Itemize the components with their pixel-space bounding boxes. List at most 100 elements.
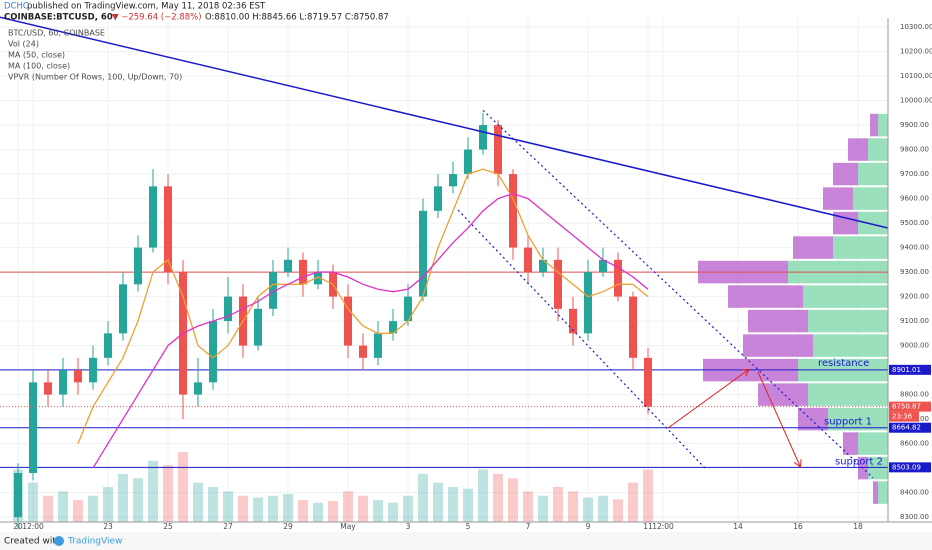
level-tag: 8901.01 [892,366,921,374]
trendline [482,109,874,479]
x-tick-label: 23 [103,522,113,531]
x-tick-label: 11 [643,522,653,531]
vpvr-down [848,138,868,161]
volume-bar [448,487,458,522]
candle-body [14,472,22,518]
candle-body [404,296,412,322]
legend-title: BTC/USD, 60, COINBASE [8,29,105,38]
level-tag: 8503.09 [892,463,921,471]
volume-bar [223,491,233,522]
legend-vpvr: VPVR (Number Of Rows, 100, Up/Down, 70) [8,73,182,82]
vpvr-up [813,334,888,357]
countdown: 23:36 [892,413,913,421]
logo [54,536,64,546]
x-tick-label: 18 [853,522,863,531]
change: ▼ −259.64 (−2.88%) [112,13,202,23]
y-tick-label: 9400.00 [900,244,929,252]
vpvr-up [853,187,888,210]
x-tick-label: 14 [733,522,743,531]
candle-body [479,125,487,150]
volume-bar [28,482,38,522]
volume-bar [403,495,413,522]
volume-bar [58,491,68,522]
footer-brand[interactable]: TradingView [67,537,122,547]
y-tick-label: 9900.00 [900,121,929,129]
y-tick-label: 10100.00 [900,72,932,80]
legend-ma: MA (50, close) [8,51,65,60]
x-tick-label: 27 [223,522,233,531]
x-tick-label: 5 [466,522,471,531]
volume-bar [508,478,518,522]
volume-bar [358,495,368,522]
candle-body [194,382,202,395]
x-tick-label: 12:00 [652,522,674,531]
volume-bar [118,473,128,522]
candle-body [389,321,397,334]
y-tick-label: 9800.00 [900,146,929,154]
trendline [457,209,706,469]
vpvr-down [873,481,878,504]
ohlc: O:8810.00 H:8845.66 L:8719.57 C:8750.87 [205,13,389,23]
y-tick-label: 9700.00 [900,170,929,178]
vpvr-down [833,211,858,235]
vpvr-up [858,211,888,235]
volume-bar [373,500,383,522]
candle-body [149,186,157,248]
candle-body [584,272,592,334]
volume-bar [493,473,503,522]
candle-body [224,296,232,322]
author: DCHC [4,2,29,12]
vpvr-up [803,285,888,308]
candle-body [59,370,67,395]
candle-body [284,259,292,273]
y-tick-label: 10000.00 [900,97,932,105]
candle-body [464,149,472,175]
vpvr-up [858,162,888,186]
vpvr-up [878,481,888,504]
candle-body [44,382,52,395]
candle-body [434,186,442,211]
vpvr-down [748,309,808,333]
candle-body [374,333,382,358]
volume-bar [208,487,218,522]
x-tick-label: 9 [586,522,591,531]
vpvr-up [878,113,888,137]
candle-body [554,259,562,309]
y-tick-label: 9200.00 [900,293,929,301]
candle-body [599,259,607,273]
volume-bar [478,469,488,522]
candle-body [89,357,97,383]
volume-bar [163,465,173,522]
volume-bar [523,491,533,522]
volume-bar [283,494,293,522]
candle-body [569,308,577,334]
published: published on TradingView.com, May 11, 20… [27,2,266,12]
candle-body [524,247,532,273]
y-tick-label: 9100.00 [900,317,929,325]
candle-body [494,125,502,175]
volume-bar [538,495,548,522]
vpvr-down [793,236,833,259]
volume-bar [178,452,188,522]
candle-body [299,259,307,285]
ma-line [77,168,649,444]
volume-bar [553,487,563,522]
price-tag: 8750.87 [892,403,921,411]
volume-bar [418,473,428,522]
vpvr-up [808,383,888,406]
volume-bar [133,478,143,522]
arrow [757,371,800,466]
vpvr-down [833,162,858,186]
candle-body [509,174,517,248]
vpvr-down [798,407,828,431]
arrow [667,370,748,429]
candle-body [644,357,652,407]
y-tick-label: 8300.00 [900,513,929,521]
level-annotation: support 2 [835,456,883,467]
x-tick-label: 7 [526,522,531,531]
footer-created: Created with [4,537,62,547]
trendline [0,16,889,229]
level-annotation: resistance [818,358,869,369]
volume-bar [328,501,338,522]
y-tick-label: 8600.00 [900,440,929,448]
